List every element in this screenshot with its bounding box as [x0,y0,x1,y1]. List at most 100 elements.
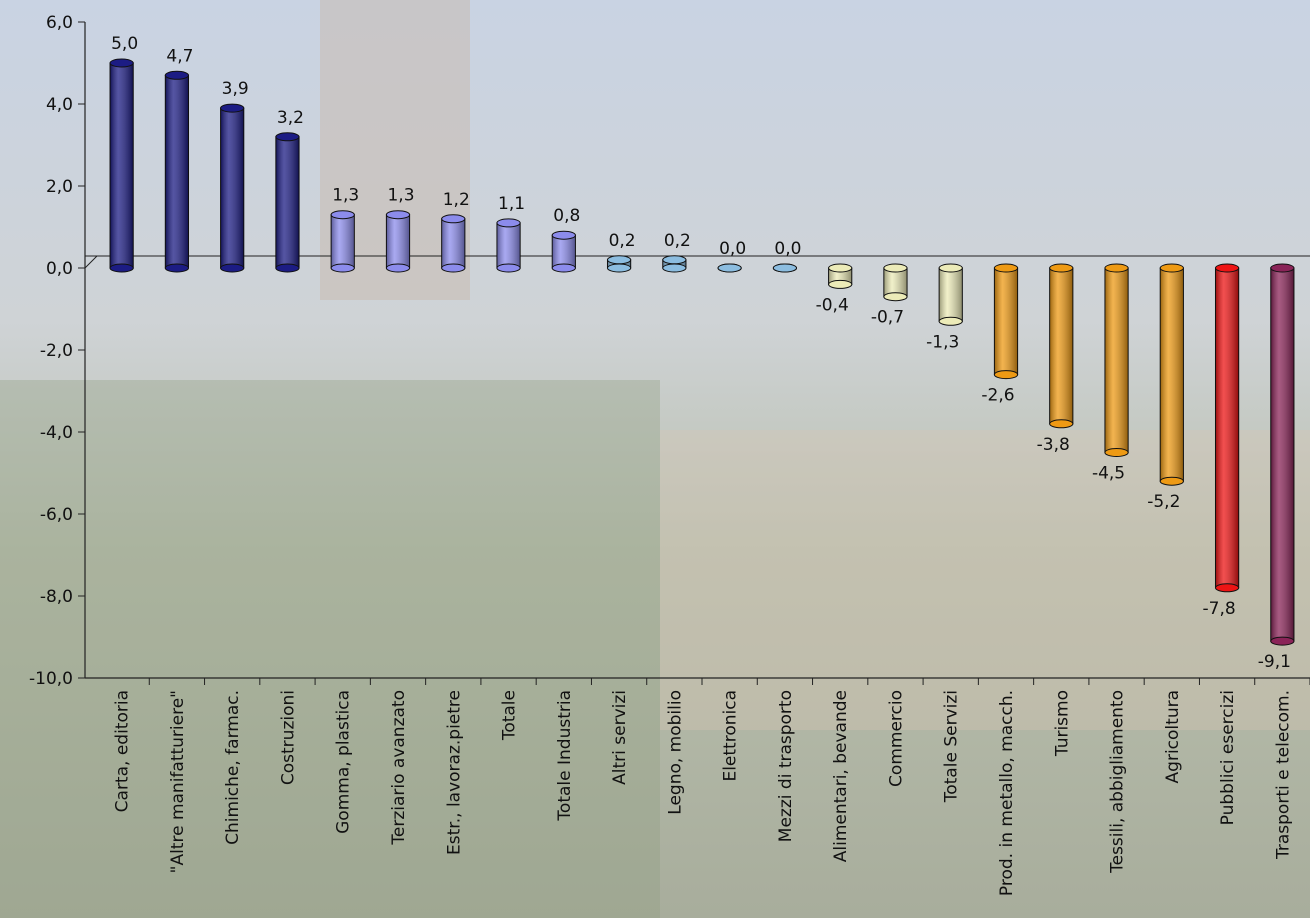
bar-cap [1270,263,1295,273]
bar-cap [1104,263,1129,273]
bar-cap [938,263,963,273]
bar-cap [441,214,466,224]
x-tick-label: Carta, editoria [113,690,133,812]
bar-cap [1214,583,1240,593]
bar-cap [772,263,798,273]
bar-cap [496,263,521,273]
bar-shade [828,268,852,285]
bar-cap [164,263,190,273]
bar-cap [385,210,411,220]
y-tick-label: -8,0 [40,587,73,607]
x-tick-label: Terziario avanzato [389,690,409,846]
bar-cap [330,210,355,220]
bar-shade [1160,268,1184,482]
value-label: -0,7 [871,308,904,328]
y-tick-label: -4,0 [40,423,73,443]
x-tick-label: Estr., lavoraz.pietre [444,690,464,855]
value-label: 0,0 [719,239,746,259]
bar-shade [883,268,908,297]
bar-shade [496,222,521,268]
bar-cap [164,70,190,80]
bar-shade [552,235,576,268]
bar-cap [220,263,245,273]
bar-shade [1049,268,1073,424]
bar-shade [1215,268,1239,588]
value-label: 1,3 [387,186,414,206]
bar-cap [1214,263,1240,273]
value-label: -7,8 [1203,599,1236,619]
x-tick-label: "Altre manifatturiere" [168,690,188,873]
bar-cap [385,263,411,273]
value-label: 4,7 [166,46,193,66]
x-tick-label: Prod. in metallo, macch. [997,690,1017,896]
bar-shade [441,218,465,268]
bar-shade [331,214,355,268]
background-buildings [660,430,1310,730]
value-label: -9,1 [1258,652,1291,672]
x-tick-label: Turismo [1052,690,1072,757]
bar-cap [938,316,963,326]
x-tick-label: Commercio [886,690,906,787]
value-label: -3,8 [1037,435,1070,455]
value-label: -5,2 [1147,492,1180,512]
value-label: -4,5 [1092,464,1125,484]
bar-shade [994,268,1018,375]
y-tick-label: -6,0 [40,505,73,525]
bar-shade [386,214,410,268]
bar-cap [662,255,687,265]
y-tick-label: 2,0 [46,177,73,197]
y-tick-label: -2,0 [40,341,73,361]
bar-shade [939,268,963,322]
x-tick-label: Totale [500,690,520,741]
x-tick-label: Legno, mobilio [665,690,685,815]
x-tick-label: Totale Servizi [942,690,962,803]
x-tick-label: Elettronica [721,690,741,782]
bar-cap [1104,448,1129,457]
bar-cap [662,263,687,273]
x-tick-label: Mezzi di trasporto [776,690,796,842]
bar-shade [1270,268,1294,642]
value-label: 3,2 [277,108,304,128]
bar-cap [1049,419,1074,429]
value-label: 0,8 [553,206,580,226]
x-tick-label: Gomma, plastica [334,690,354,834]
value-label: 5,0 [111,34,138,54]
bar-cap [220,103,245,113]
value-label: -1,3 [926,332,959,352]
bar-shade [275,136,300,268]
y-tick-label: 6,0 [46,13,73,33]
value-label: 1,2 [443,190,470,210]
x-tick-label: Trasporti e telecom. [1273,690,1293,860]
bar-cap [717,263,742,273]
bar-cap [496,218,521,228]
bar-shade [1104,268,1129,453]
value-label: 0,2 [664,231,691,251]
x-tick-label: Totale Industria [555,690,575,822]
y-tick-label: -10,0 [29,669,73,689]
value-label: -0,4 [816,295,849,315]
bar-cap [993,370,1019,380]
bar-cap [441,263,466,273]
bar-cap [1159,476,1184,486]
x-tick-label: Chimiche, farmac. [223,690,243,845]
bar-cap [1270,636,1295,646]
bar-cap [1159,263,1184,273]
x-tick-label: Pubblici esercizi [1218,690,1238,825]
bar-cap [828,279,853,289]
bar-cap [275,263,300,273]
x-tick-label: Agricoltura [1163,690,1183,783]
y-tick-label: 4,0 [46,95,73,115]
value-label: 1,3 [332,186,359,206]
y-tick-label: 0,0 [46,259,73,279]
bar-shade [110,63,134,268]
bar-cap [606,263,632,273]
bar-cap [606,255,632,265]
bar-shade [165,75,189,268]
value-label: 1,1 [498,194,525,214]
value-label: 0,2 [609,231,636,251]
bar-cap [551,230,576,240]
x-tick-label: Tessili, abbigliamento [1108,690,1128,874]
